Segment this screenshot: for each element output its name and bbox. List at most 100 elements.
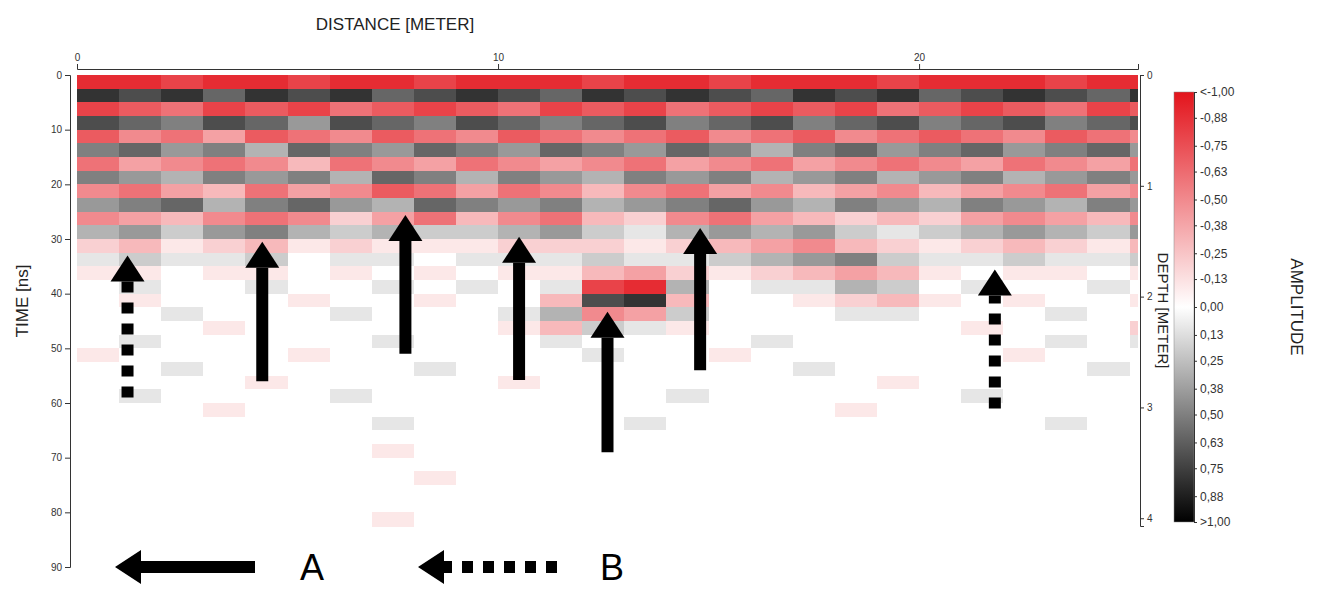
cell — [709, 253, 752, 267]
tick: 0,38 — [1194, 382, 1224, 396]
cell — [877, 75, 920, 89]
cell — [77, 458, 120, 472]
cell — [793, 307, 836, 321]
cell — [1087, 485, 1130, 499]
arrow-shaft — [256, 268, 268, 381]
cell — [203, 157, 246, 171]
cell — [709, 171, 752, 185]
cell — [414, 89, 457, 103]
cell — [245, 485, 288, 499]
tick: -0,75 — [1194, 139, 1228, 153]
cell — [77, 130, 120, 144]
cell — [456, 294, 499, 308]
axis-line — [78, 64, 1139, 70]
cell — [330, 294, 373, 308]
cell — [77, 239, 120, 253]
cell — [119, 471, 162, 485]
cell — [624, 403, 667, 417]
tick-mark — [1194, 225, 1197, 226]
cell — [751, 102, 794, 116]
cell — [456, 280, 499, 294]
cell — [77, 403, 120, 417]
cell — [624, 102, 667, 116]
cell — [961, 116, 1004, 130]
cell — [582, 471, 625, 485]
cell — [666, 157, 709, 171]
annotation-arrow — [388, 215, 422, 354]
cell — [877, 417, 920, 431]
cell — [119, 239, 162, 253]
cell — [1087, 171, 1130, 185]
cell — [119, 458, 162, 472]
cell — [1003, 348, 1046, 362]
tick: 20 — [51, 179, 70, 190]
cell — [1130, 499, 1138, 513]
cell — [1003, 376, 1046, 390]
tick-label: 3 — [1147, 402, 1153, 413]
cell — [203, 362, 246, 376]
cell — [330, 430, 373, 444]
cell — [919, 430, 962, 444]
cell — [793, 184, 836, 198]
cell — [161, 253, 204, 267]
tick-mark — [919, 64, 920, 69]
cell — [245, 417, 288, 431]
cell — [203, 130, 246, 144]
tick-mark — [1194, 146, 1197, 147]
cell — [709, 512, 752, 526]
cell — [877, 225, 920, 239]
key-label: A — [300, 547, 324, 588]
cell — [372, 184, 415, 198]
tick-label: 0,00 — [1200, 300, 1224, 314]
cell — [1003, 89, 1046, 103]
y2-axis: 01234 — [1140, 70, 1153, 527]
cell — [245, 102, 288, 116]
cell — [540, 403, 583, 417]
cell — [456, 485, 499, 499]
cell — [330, 157, 373, 171]
cell — [414, 294, 457, 308]
cell — [1003, 471, 1046, 485]
cell — [288, 130, 331, 144]
cell — [1087, 376, 1130, 390]
tick-label: 60 — [51, 398, 63, 409]
cell — [540, 239, 583, 253]
cell — [709, 225, 752, 239]
cell — [709, 321, 752, 335]
cell — [372, 198, 415, 212]
cell — [835, 335, 878, 349]
cell — [751, 417, 794, 431]
tick: <-1,00 — [1194, 85, 1235, 99]
cell — [793, 116, 836, 130]
tick-mark — [1140, 518, 1144, 519]
cell — [835, 471, 878, 485]
cell — [245, 403, 288, 417]
tick-mark — [1194, 335, 1197, 336]
arrow-head — [591, 312, 625, 338]
cell — [77, 184, 120, 198]
cell — [961, 225, 1004, 239]
cell — [330, 266, 373, 280]
tick: 10 — [51, 124, 70, 135]
cell — [751, 321, 794, 335]
tick-mark — [65, 403, 70, 404]
cell — [203, 458, 246, 472]
y2-axis-title: DEPTH [METER] — [1155, 253, 1172, 369]
cell — [1003, 212, 1046, 226]
cell — [203, 417, 246, 431]
cell — [877, 335, 920, 349]
cell — [835, 171, 878, 185]
cell — [624, 417, 667, 431]
tick-mark — [1194, 468, 1197, 469]
cell — [203, 184, 246, 198]
cell — [793, 266, 836, 280]
tick: 0 — [75, 52, 81, 69]
cell — [877, 280, 920, 294]
cell — [288, 198, 331, 212]
cell — [666, 458, 709, 472]
cell — [1045, 307, 1088, 321]
cell — [372, 75, 415, 89]
cell — [793, 335, 836, 349]
cell — [414, 266, 457, 280]
cell — [245, 499, 288, 513]
